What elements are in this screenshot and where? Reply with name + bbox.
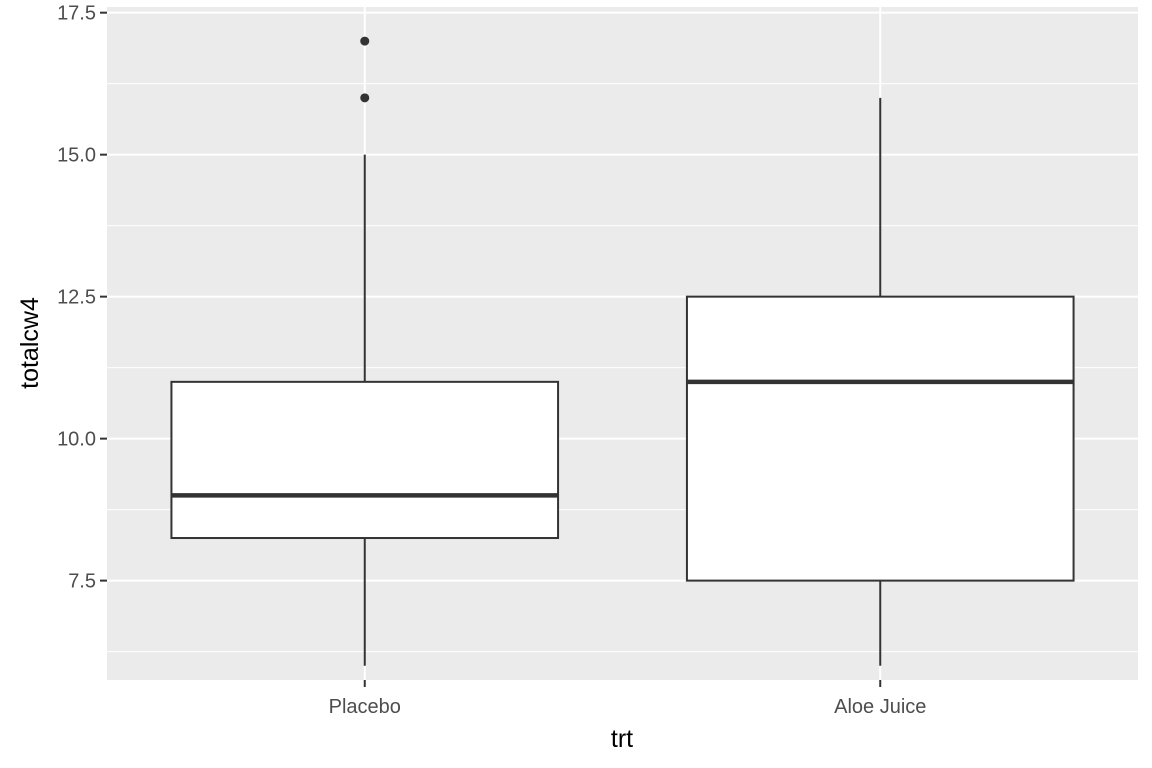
iqr-box xyxy=(685,295,1075,582)
x-axis-title: trt xyxy=(611,725,633,753)
y-axis-title: totalcw4 xyxy=(16,297,44,389)
box-placebo xyxy=(170,36,560,666)
y-tick-label: 12.5 xyxy=(57,287,96,309)
x-tick-label: Placebo xyxy=(329,696,401,718)
y-axis: 7.5 10.0 12.5 15.0 17.5 xyxy=(57,3,107,593)
y-tick-label: 10.0 xyxy=(57,429,96,451)
y-tick-label: 17.5 xyxy=(57,3,96,25)
outlier-point xyxy=(360,36,370,46)
boxes xyxy=(170,36,1075,666)
y-tick-label: 7.5 xyxy=(68,571,96,593)
x-axis: Placebo Aloe Juice xyxy=(329,680,926,718)
y-tick-label: 15.0 xyxy=(57,145,96,167)
outlier-point xyxy=(360,93,370,103)
box-aloe-juice xyxy=(685,97,1075,666)
iqr-box xyxy=(170,380,560,540)
x-tick-label: Aloe Juice xyxy=(834,696,926,718)
